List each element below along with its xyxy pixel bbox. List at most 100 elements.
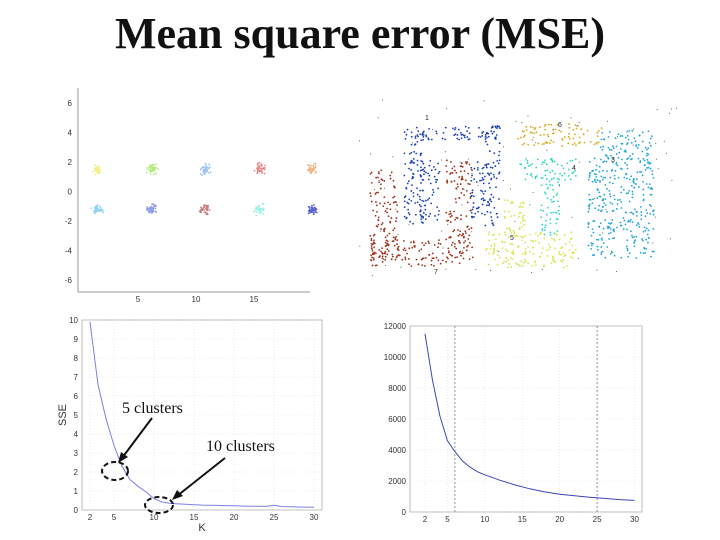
data-point xyxy=(604,154,607,156)
data-point xyxy=(552,260,555,262)
data-point xyxy=(308,208,311,211)
data-point xyxy=(652,228,655,230)
mse-series-line xyxy=(424,333,635,501)
data-point xyxy=(633,236,635,238)
data-point xyxy=(205,170,207,173)
data-point xyxy=(646,212,649,215)
data-point xyxy=(255,208,258,211)
noise-point xyxy=(529,204,531,206)
data-point xyxy=(547,123,550,126)
data-point xyxy=(649,187,652,190)
data-point xyxy=(513,214,516,217)
data-point xyxy=(600,158,602,161)
data-point xyxy=(384,241,387,244)
data-point xyxy=(498,154,500,157)
noise-point xyxy=(576,125,578,127)
data-point xyxy=(99,168,102,171)
noise-point xyxy=(379,230,381,232)
data-point xyxy=(511,258,514,261)
data-point xyxy=(460,252,463,255)
data-point xyxy=(102,211,105,214)
data-point xyxy=(381,222,384,224)
data-point xyxy=(635,178,638,181)
data-point xyxy=(444,126,447,129)
data-point xyxy=(507,210,510,213)
data-point xyxy=(420,166,422,169)
data-point xyxy=(628,178,631,181)
data-point xyxy=(523,134,526,137)
data-point xyxy=(470,211,473,214)
noise-point xyxy=(655,158,657,160)
data-point xyxy=(445,260,448,263)
data-point xyxy=(486,143,489,146)
data-point xyxy=(489,211,492,214)
data-point xyxy=(552,211,555,214)
data-point xyxy=(519,202,522,205)
data-point xyxy=(308,206,311,208)
data-point xyxy=(543,142,545,145)
data-point xyxy=(492,233,495,236)
data-point xyxy=(490,193,493,196)
noise-point xyxy=(489,269,491,271)
data-point xyxy=(599,234,601,236)
data-point xyxy=(429,212,432,215)
data-point xyxy=(626,134,629,137)
y-tick-label: -2 xyxy=(65,217,73,226)
data-point xyxy=(558,183,561,186)
data-point xyxy=(493,245,496,247)
noise-point xyxy=(527,115,529,117)
data-point xyxy=(549,233,552,236)
data-point xyxy=(407,258,410,260)
data-point xyxy=(540,204,543,207)
data-point xyxy=(534,126,537,129)
data-point xyxy=(652,209,655,212)
data-point xyxy=(383,227,386,230)
data-point xyxy=(307,212,310,215)
data-point xyxy=(645,154,648,157)
data-point xyxy=(631,221,634,224)
data-point xyxy=(411,177,414,180)
data-point xyxy=(413,162,416,164)
data-point xyxy=(558,178,560,181)
data-point xyxy=(410,190,413,192)
data-point xyxy=(150,212,153,214)
data-point xyxy=(613,254,616,257)
data-point xyxy=(541,223,544,226)
data-point xyxy=(458,176,461,178)
data-point xyxy=(152,207,155,210)
data-point xyxy=(458,197,461,200)
data-point xyxy=(607,222,610,225)
data-point xyxy=(548,248,551,251)
data-point xyxy=(403,152,406,155)
data-point xyxy=(441,259,444,262)
data-point xyxy=(463,170,466,172)
data-point xyxy=(466,136,469,138)
data-point xyxy=(574,174,577,177)
data-point xyxy=(259,167,262,170)
noise-point xyxy=(385,265,387,267)
data-point xyxy=(608,226,611,229)
data-point xyxy=(602,242,605,244)
data-point xyxy=(437,259,440,262)
annotation-ellipse-10 xyxy=(144,496,174,514)
data-point xyxy=(262,207,265,210)
data-point xyxy=(431,252,434,255)
data-point xyxy=(373,246,376,249)
data-point xyxy=(468,138,471,140)
data-point xyxy=(95,207,97,210)
noise-point xyxy=(475,269,477,271)
data-point xyxy=(433,175,436,178)
noise-point xyxy=(459,161,461,163)
data-point xyxy=(636,147,639,149)
data-point xyxy=(149,210,152,212)
data-point xyxy=(436,206,439,209)
data-point xyxy=(470,166,473,169)
data-point xyxy=(635,211,638,213)
data-point xyxy=(505,257,508,259)
data-point xyxy=(593,157,596,160)
data-point xyxy=(406,182,409,185)
data-point xyxy=(645,227,648,230)
data-point xyxy=(592,242,594,245)
data-point xyxy=(466,201,469,204)
